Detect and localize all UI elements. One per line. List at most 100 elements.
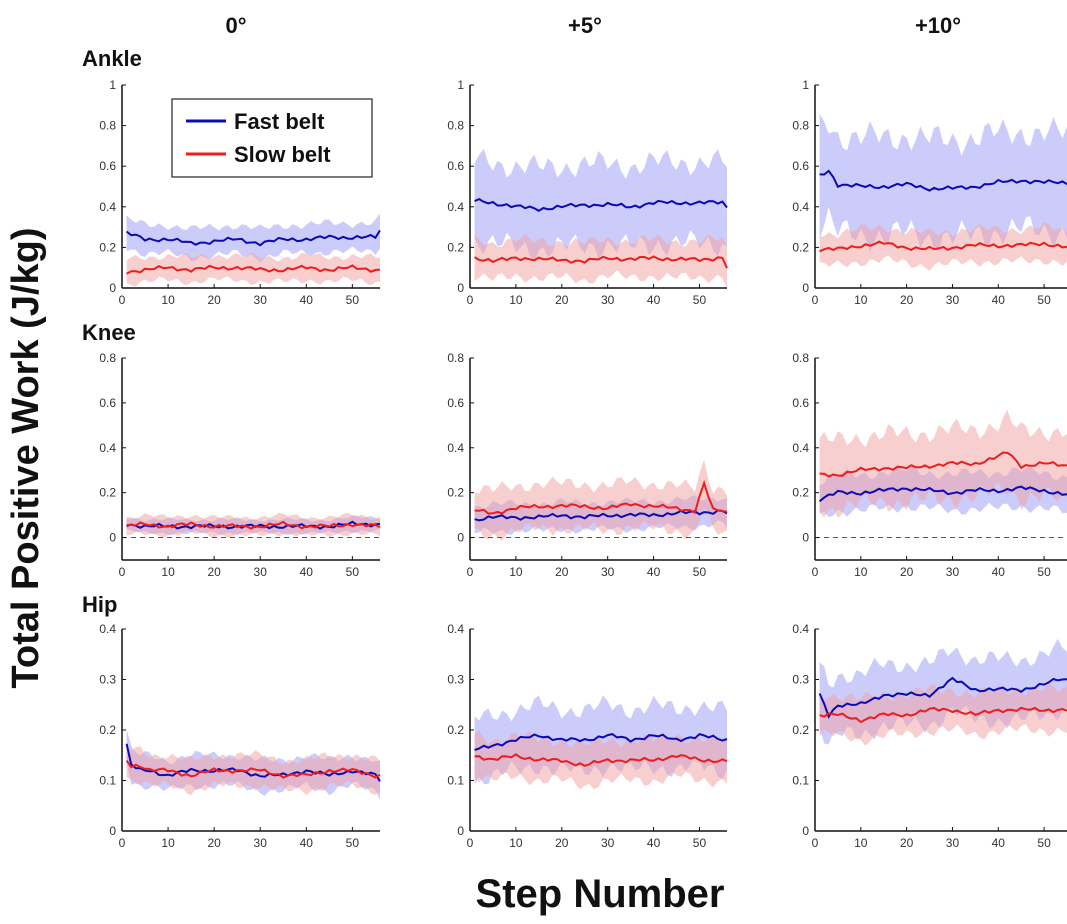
y-tick-label-knee-0deg: 0.2: [99, 486, 116, 500]
panel-knee-5deg: 0 0.2 0.4 0.6 0.8 0 10 20 30 40 50: [447, 351, 728, 579]
y-tick-label-knee-5deg: 0.2: [447, 486, 464, 500]
y-tick-label-hip-5deg: 0.2: [447, 723, 464, 737]
x-tick-label-hip-0deg: 40: [300, 836, 314, 850]
y-tick-label-knee-0deg: 0.6: [99, 396, 116, 410]
x-tick-label-ankle-5deg: 30: [601, 293, 615, 307]
row-title-ankle: Ankle: [82, 46, 142, 71]
y-tick-label-hip-5deg: 0: [457, 824, 464, 838]
x-tick-label-knee-5deg: 10: [509, 565, 523, 579]
x-axis-title: Step Number: [476, 872, 725, 916]
x-tick-label-knee-5deg: 0: [467, 565, 474, 579]
row-title-knee: Knee: [82, 320, 136, 345]
x-tick-label-knee-10deg: 50: [1037, 565, 1051, 579]
y-tick-label-hip-5deg: 0.1: [447, 774, 464, 788]
y-tick-label-hip-10deg: 0: [802, 824, 809, 838]
y-tick-label-knee-0deg: 0.8: [99, 351, 116, 365]
x-tick-label-hip-10deg: 40: [992, 836, 1006, 850]
x-tick-label-hip-5deg: 20: [555, 836, 569, 850]
y-tick-label-hip-0deg: 0: [109, 824, 116, 838]
y-tick-label-knee-10deg: 0.4: [792, 441, 809, 455]
x-tick-label-knee-10deg: 10: [854, 565, 868, 579]
y-tick-label-knee-0deg: 0.4: [99, 441, 116, 455]
y-tick-label-ankle-10deg: 0: [802, 281, 809, 295]
band-slow-ankle-5deg: [474, 233, 727, 288]
legend: Fast belt Slow belt: [171, 98, 373, 178]
x-tick-label-knee-0deg: 0: [119, 565, 126, 579]
y-tick-label-hip-0deg: 0.4: [99, 622, 116, 636]
line-slow-hip-5deg: [474, 753, 728, 767]
x-tick-label-ankle-5deg: 0: [467, 293, 474, 307]
band-slow-hip-10deg: [819, 682, 1067, 746]
line-slow-hip-0deg: [125, 760, 381, 779]
band-slow-knee-5deg: [474, 459, 727, 542]
y-tick-label-ankle-5deg: 0.2: [447, 240, 464, 254]
y-tick-label-ankle-10deg: 0.8: [792, 119, 809, 133]
band-slow-hip-5deg: [474, 730, 727, 790]
panel-hip-10deg: 0 0.1 0.2 0.3 0.4 0 10 20 30 40 50: [792, 622, 1067, 850]
y-tick-label-hip-5deg: 0.4: [447, 622, 464, 636]
x-tick-label-ankle-0deg: 0: [119, 293, 126, 307]
panel-ankle-10deg: 00.20.40.60.810 10 20 30 40 50: [792, 78, 1067, 307]
x-tick-label-hip-5deg: 40: [647, 836, 661, 850]
y-tick-label-ankle-0deg: 0.4: [99, 200, 116, 214]
x-tick-label-hip-10deg: 30: [946, 836, 960, 850]
y-tick-label-ankle-5deg: 1: [457, 78, 464, 92]
x-tick-label-ankle-0deg: 50: [346, 293, 360, 307]
column-title-5deg: +5°: [568, 13, 602, 38]
y-tick-label-hip-0deg: 0.2: [99, 723, 116, 737]
y-tick-label-hip-10deg: 0.2: [792, 723, 809, 737]
y-tick-label-ankle-0deg: 0.8: [99, 119, 116, 133]
x-tick-label-hip-0deg: 20: [207, 836, 221, 850]
x-tick-label-ankle-0deg: 30: [254, 293, 268, 307]
y-tick-label-hip-10deg: 0.4: [792, 622, 809, 636]
y-tick-label-hip-10deg: 0.3: [792, 673, 809, 687]
y-tick-label-ankle-5deg: 0.8: [447, 119, 464, 133]
x-tick-label-knee-0deg: 40: [300, 565, 314, 579]
x-tick-label-knee-5deg: 40: [647, 565, 661, 579]
x-tick-label-hip-10deg: 50: [1037, 836, 1051, 850]
x-tick-label-ankle-5deg: 50: [693, 293, 707, 307]
y-tick-label-knee-5deg: 0: [457, 531, 464, 545]
x-tick-label-hip-5deg: 0: [467, 836, 474, 850]
column-title-10deg: +10°: [915, 13, 961, 38]
y-tick-label-knee-10deg: 0.2: [792, 486, 809, 500]
x-tick-label-ankle-0deg: 40: [300, 293, 314, 307]
line-fast-ankle-0deg: [125, 229, 381, 247]
x-tick-label-knee-10deg: 0: [812, 565, 819, 579]
y-tick-label-hip-0deg: 0.1: [99, 774, 116, 788]
x-tick-label-ankle-10deg: 0: [812, 293, 819, 307]
panel-hip-5deg: 0 0.1 0.2 0.3 0.4 0 10 20 30 40 50: [447, 622, 728, 850]
x-tick-label-knee-0deg: 20: [207, 565, 221, 579]
x-tick-label-knee-5deg: 30: [601, 565, 615, 579]
line-fast-ankle-5deg: [474, 197, 728, 212]
x-tick-label-hip-5deg: 30: [601, 836, 615, 850]
column-title-0deg: 0°: [225, 13, 246, 38]
x-tick-label-hip-5deg: 10: [509, 836, 523, 850]
line-fast-knee-10deg: [818, 485, 1067, 503]
x-tick-label-ankle-10deg: 40: [992, 293, 1006, 307]
panel-hip-0deg: 0 0.1 0.2 0.3 0.4 0 10 20 30 40 50: [99, 622, 381, 850]
y-tick-label-ankle-10deg: 0.6: [792, 159, 809, 173]
line-slow-knee-0deg: [126, 520, 381, 530]
x-tick-label-ankle-5deg: 40: [647, 293, 661, 307]
line-slow-ankle-0deg: [126, 264, 381, 275]
panel-ankle-0deg: 00.20.40.60.810 10 20 30 40 50: [99, 78, 381, 307]
x-tick-label-knee-0deg: 10: [161, 565, 175, 579]
panel-ankle-5deg: 00.20.40.60.810 10 20 30 40 50: [447, 78, 728, 307]
x-tick-label-ankle-10deg: 30: [946, 293, 960, 307]
y-tick-label-ankle-5deg: 0.6: [447, 159, 464, 173]
x-tick-label-hip-0deg: 30: [254, 836, 268, 850]
legend-label-slow: Slow belt: [234, 142, 331, 167]
x-tick-label-knee-0deg: 30: [254, 565, 268, 579]
y-tick-label-ankle-0deg: 0: [109, 281, 116, 295]
x-tick-label-hip-5deg: 50: [693, 836, 707, 850]
line-fast-hip-0deg: [125, 743, 381, 782]
legend-label-fast: Fast belt: [234, 109, 325, 134]
x-tick-label-hip-0deg: 0: [119, 836, 126, 850]
line-slow-knee-5deg: [474, 479, 728, 515]
x-tick-label-ankle-10deg: 50: [1037, 293, 1051, 307]
y-tick-label-knee-0deg: 0: [109, 531, 116, 545]
y-tick-label-ankle-10deg: 0.4: [792, 200, 809, 214]
band-fast-ankle-10deg: [819, 113, 1067, 252]
